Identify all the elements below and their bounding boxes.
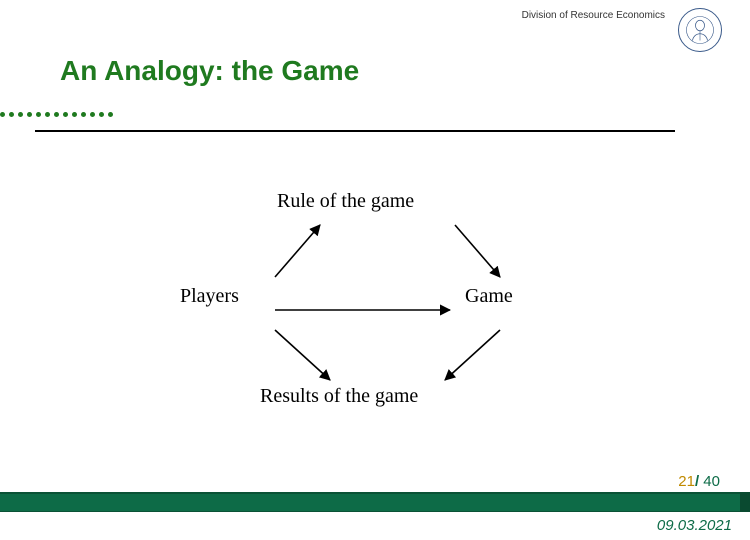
page-total: 40 [699, 473, 720, 490]
slide-title: An Analogy: the Game [60, 55, 359, 87]
footer-bar [0, 492, 750, 512]
node-results: Results of the game [260, 385, 418, 408]
page-current: 21 [678, 473, 695, 490]
game-diagram: Rule of the game Players Game Results of… [0, 165, 750, 445]
slide: Division of Resource Economics An Analog… [0, 0, 750, 540]
divider-line [35, 130, 675, 132]
dotted-accent [0, 105, 120, 111]
university-seal-icon [678, 8, 722, 52]
division-label: Division of Resource Economics [522, 10, 665, 21]
page-number: 21/ 40 [678, 473, 720, 490]
node-game: Game [465, 285, 513, 308]
node-rule: Rule of the game [277, 190, 414, 213]
node-players: Players [180, 285, 239, 308]
footer-date: 09.03.2021 [657, 517, 732, 534]
